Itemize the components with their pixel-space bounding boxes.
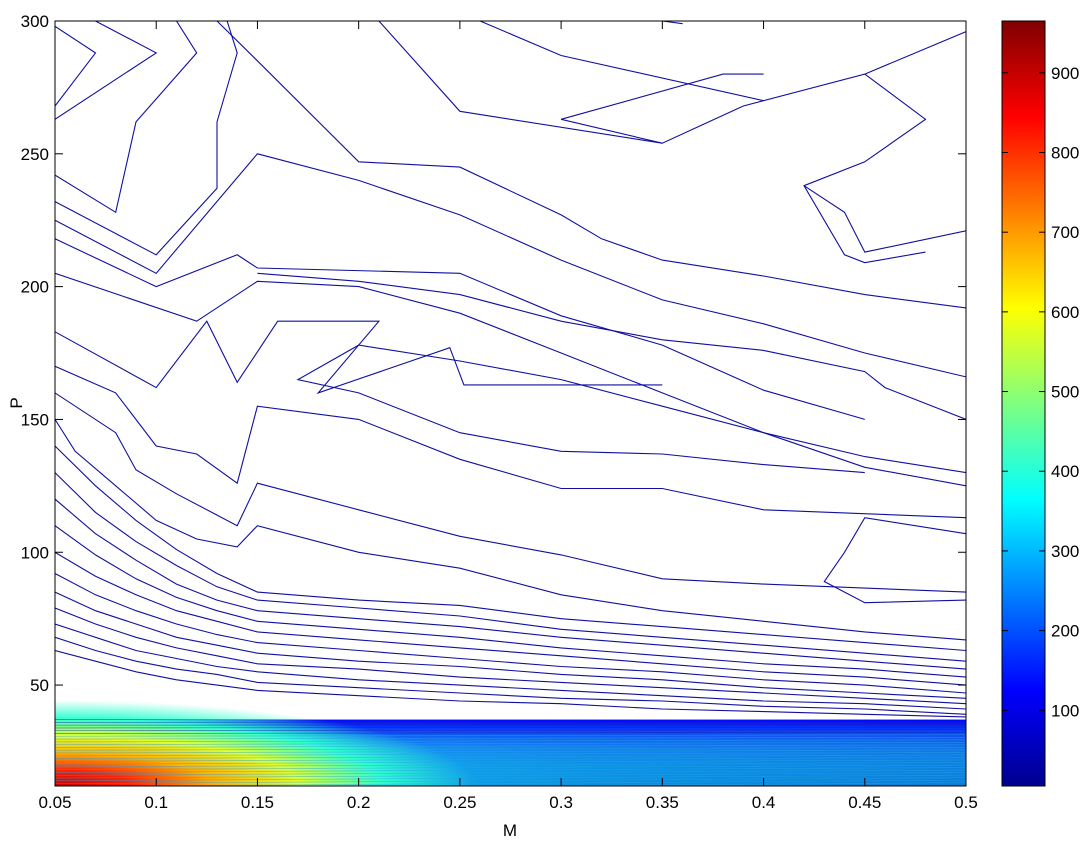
x-tick-label: 0.45 — [848, 793, 881, 812]
x-tick-label: 0.1 — [144, 793, 168, 812]
colorbar-tick-label: 700 — [1051, 223, 1079, 242]
colorbar-tick-label: 200 — [1051, 622, 1079, 641]
colorbar-tick-label: 600 — [1051, 303, 1079, 322]
y-tick-label: 100 — [21, 543, 49, 562]
x-tick-label: 0.25 — [443, 793, 476, 812]
colorbar-tick-label: 500 — [1051, 383, 1079, 402]
x-tick-label: 0.3 — [549, 793, 573, 812]
colorbar — [1002, 21, 1045, 786]
y-tick-label: 50 — [30, 676, 49, 695]
y-tick-label: 200 — [21, 278, 49, 297]
colorbar-tick-label: 900 — [1051, 64, 1079, 83]
colorbar-tick-label: 300 — [1051, 542, 1079, 561]
y-axis-label: P — [7, 397, 26, 408]
colorbar-tick-label: 100 — [1051, 701, 1079, 720]
y-tick-label: 300 — [21, 12, 49, 31]
x-tick-label: 0.2 — [347, 793, 371, 812]
x-axis-label: M — [503, 821, 517, 840]
x-tick-label: 0.35 — [646, 793, 679, 812]
y-tick-label: 250 — [21, 145, 49, 164]
x-tick-label: 0.4 — [752, 793, 776, 812]
x-tick-label: 0.05 — [38, 793, 71, 812]
x-tick-label: 0.5 — [954, 793, 978, 812]
colorbar-tick-label: 800 — [1051, 143, 1079, 162]
colorbar-tick-label: 400 — [1051, 462, 1079, 481]
y-tick-label: 150 — [21, 410, 49, 429]
x-tick-label: 0.15 — [241, 793, 274, 812]
